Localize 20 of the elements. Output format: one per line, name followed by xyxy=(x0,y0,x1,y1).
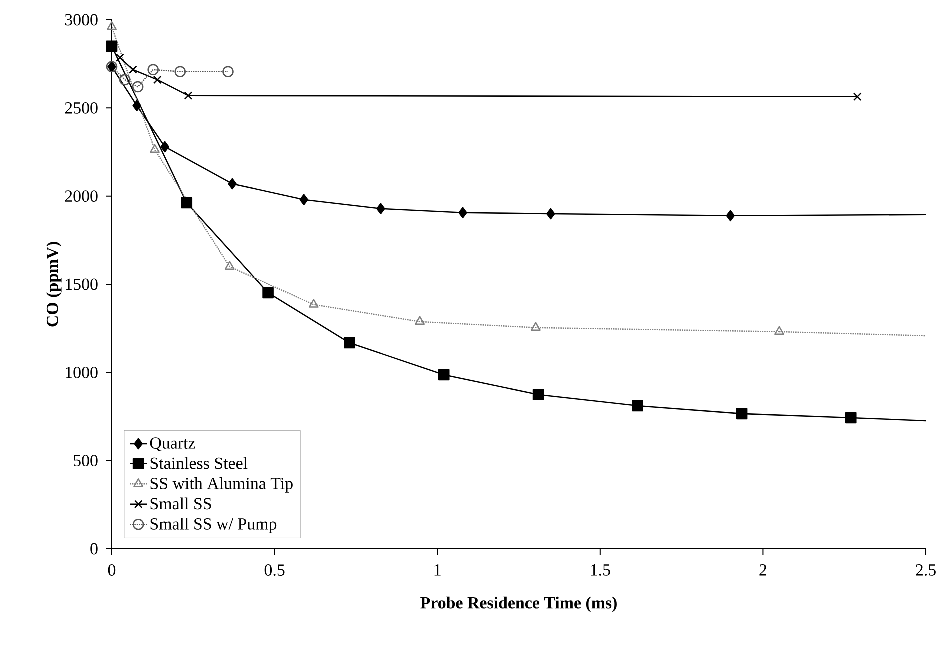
x-tick-label: 0 xyxy=(108,564,116,576)
legend-label: Stainless Steel xyxy=(150,457,248,470)
legend-label: SS with Alumina Tip xyxy=(150,478,293,493)
legend-label: Small SS xyxy=(150,498,212,510)
x-tick-label: 0.5 xyxy=(264,564,285,576)
x-tick-label: 2.5 xyxy=(916,564,936,576)
y-tick-label: 0 xyxy=(90,543,98,555)
x-tick-label: 2 xyxy=(760,564,767,576)
y-axis-title: CO (ppmV) xyxy=(46,242,62,327)
x-tick-label: 1.5 xyxy=(591,564,610,576)
y-tick-label: 3000 xyxy=(65,14,98,26)
y-tick-label: 2500 xyxy=(65,102,98,114)
y-tick-label: 500 xyxy=(74,455,98,467)
y-tick-label: 1000 xyxy=(66,366,98,378)
legend-label: Quartz xyxy=(150,438,196,452)
legend-label: Small SS w/ Pump xyxy=(150,518,277,534)
y-tick-label: 1500 xyxy=(66,278,98,290)
x-axis-title: Probe Residence Time (ms) xyxy=(420,596,617,612)
y-tick-label: 2000 xyxy=(65,190,98,202)
x-tick-label: 1 xyxy=(434,564,441,576)
